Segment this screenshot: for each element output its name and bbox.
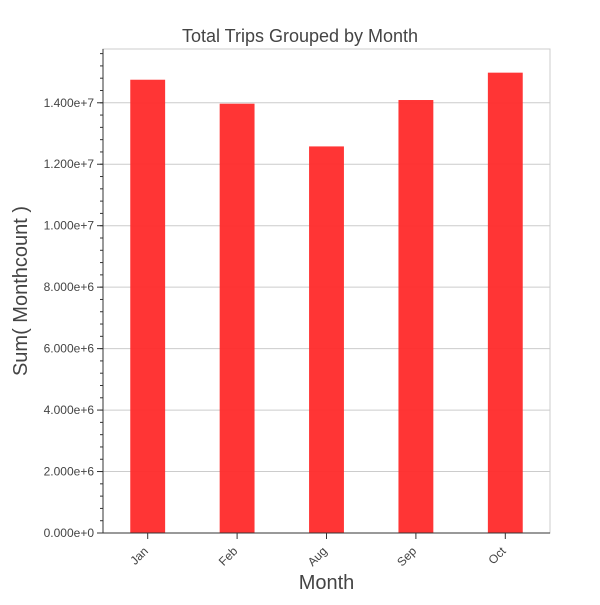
x-tick-label: Aug [305, 544, 330, 569]
bar-sep [398, 100, 434, 534]
y-tick-label: 8.000e+6 [44, 280, 95, 294]
bar-feb [219, 103, 255, 534]
bars-layer [130, 72, 523, 534]
x-tick-label: Jan [127, 544, 151, 568]
y-tick-label: 4.000e+6 [44, 403, 95, 417]
grid-layer [103, 102, 550, 473]
y-tick-label: 1.400e+7 [44, 96, 95, 110]
y-axis-title: Sum( Monthcount ) [10, 206, 32, 376]
x-tick-label: Oct [485, 544, 509, 568]
y-tick-label: 1.200e+7 [44, 157, 95, 171]
bar-aug [309, 146, 344, 533]
bar-oct [487, 72, 523, 533]
y-axis: 0.000e+0 2.000e+6 4.000e+6 6.000e+6 8.000e+6… [44, 49, 104, 540]
y-tick-label: 1.000e+7 [44, 219, 95, 233]
x-tick-label: Sep [394, 544, 419, 569]
bar-jan [130, 79, 166, 533]
y-tick-label: 2.000e+6 [44, 465, 95, 479]
x-axis-title: Month [299, 572, 355, 594]
y-tick-label: 0.000e+0 [44, 526, 95, 540]
chart-title: Total Trips Grouped by Month [182, 26, 418, 46]
y-tick-label: 6.000e+6 [44, 342, 95, 356]
x-tick-label: Feb [216, 544, 241, 569]
x-axis: Jan Feb Aug Sep Oct [103, 532, 550, 569]
